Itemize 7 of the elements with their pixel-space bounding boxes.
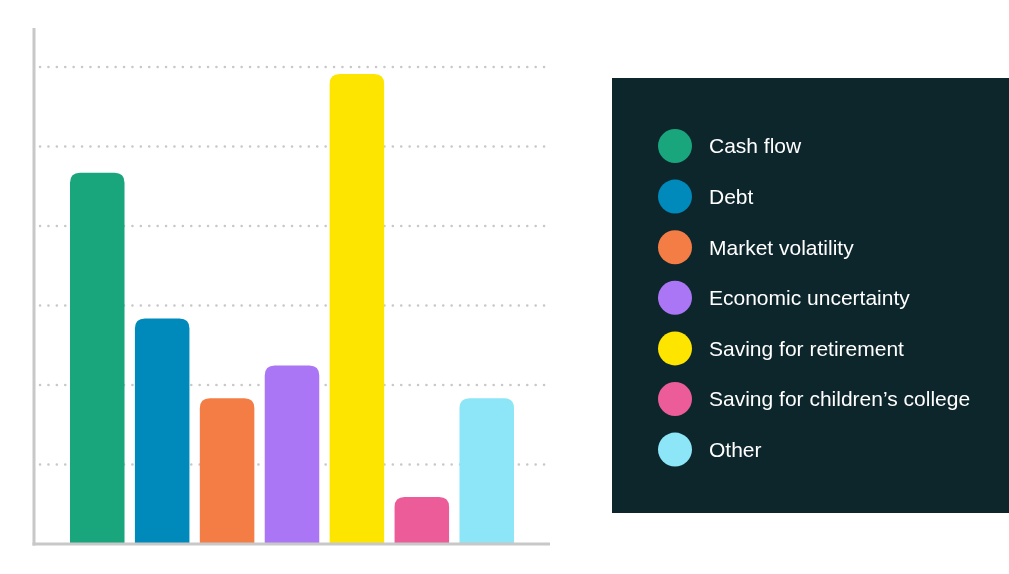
legend-label: Debt <box>709 184 754 208</box>
legend-label: Market volatility <box>709 235 855 259</box>
legend-label: Other <box>709 437 762 461</box>
legend-label: Saving for retirement <box>709 336 905 360</box>
legend-label: Cash flow <box>709 134 803 158</box>
legend-label: Economic uncertainty <box>709 286 911 310</box>
legend-label: Saving for children’s college <box>709 387 971 411</box>
